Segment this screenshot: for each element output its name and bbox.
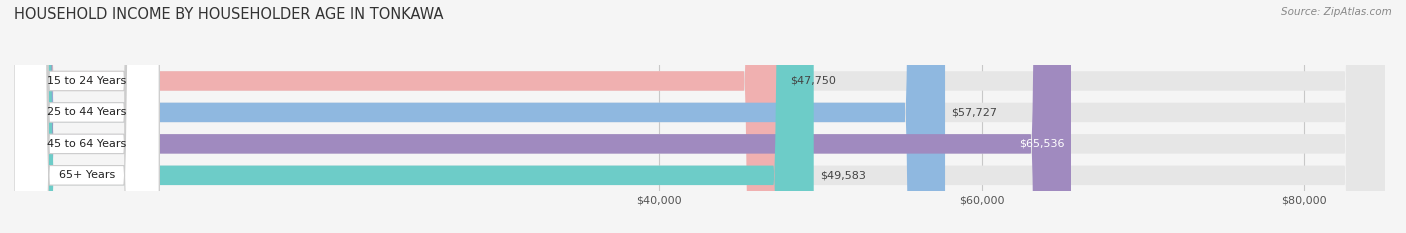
- FancyBboxPatch shape: [14, 0, 945, 233]
- FancyBboxPatch shape: [14, 0, 814, 233]
- Text: $65,536: $65,536: [1019, 139, 1064, 149]
- FancyBboxPatch shape: [14, 0, 159, 233]
- FancyBboxPatch shape: [14, 0, 785, 233]
- Text: 25 to 44 Years: 25 to 44 Years: [46, 107, 127, 117]
- FancyBboxPatch shape: [14, 0, 159, 233]
- Text: 65+ Years: 65+ Years: [59, 170, 115, 180]
- FancyBboxPatch shape: [14, 0, 159, 233]
- Text: Source: ZipAtlas.com: Source: ZipAtlas.com: [1281, 7, 1392, 17]
- FancyBboxPatch shape: [14, 0, 1385, 233]
- FancyBboxPatch shape: [14, 0, 1071, 233]
- FancyBboxPatch shape: [14, 0, 1385, 233]
- Text: $47,750: $47,750: [790, 76, 837, 86]
- Text: $49,583: $49,583: [820, 170, 866, 180]
- FancyBboxPatch shape: [14, 0, 1385, 233]
- Text: $57,727: $57,727: [952, 107, 997, 117]
- FancyBboxPatch shape: [14, 0, 1385, 233]
- FancyBboxPatch shape: [14, 0, 159, 233]
- Text: HOUSEHOLD INCOME BY HOUSEHOLDER AGE IN TONKAWA: HOUSEHOLD INCOME BY HOUSEHOLDER AGE IN T…: [14, 7, 443, 22]
- Text: 45 to 64 Years: 45 to 64 Years: [46, 139, 127, 149]
- Text: 15 to 24 Years: 15 to 24 Years: [46, 76, 127, 86]
